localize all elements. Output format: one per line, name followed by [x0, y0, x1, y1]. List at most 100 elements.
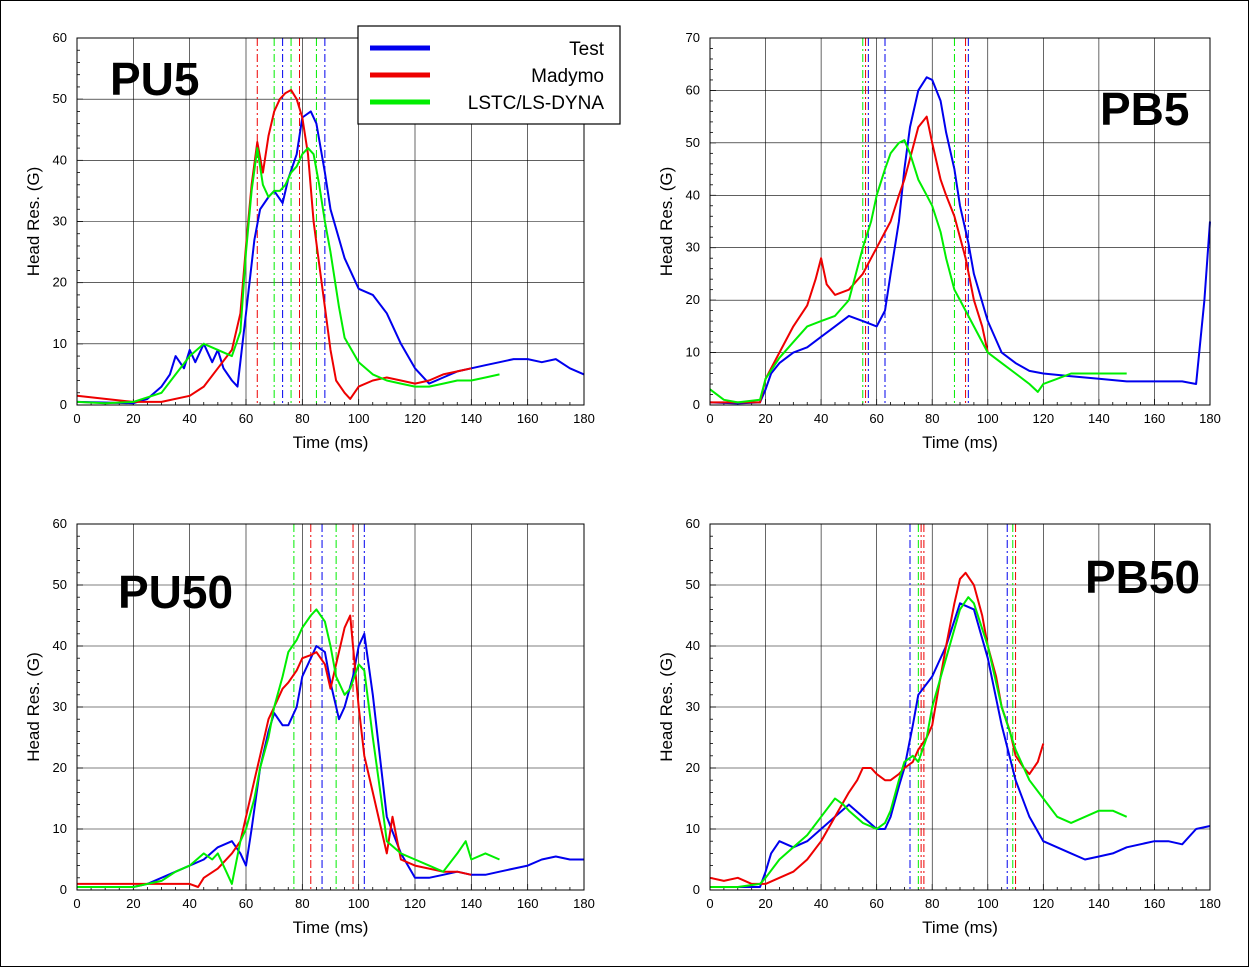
y-tick-label: 0	[60, 397, 67, 412]
x-tick-label: 180	[573, 896, 595, 911]
panel-title: PB5	[1100, 83, 1189, 135]
legend: Test Madymo LSTC/LS-DYNA	[357, 25, 621, 125]
y-tick-label: 20	[53, 275, 67, 290]
y-tick-label: 30	[53, 214, 67, 229]
legend-label: Madymo	[531, 66, 604, 87]
y-axis-label: Head Res. (G)	[657, 167, 676, 277]
series-line-madymo	[77, 614, 472, 888]
series-line-madymo	[710, 115, 989, 404]
x-tick-label: 20	[126, 896, 140, 911]
y-tick-label: 10	[53, 336, 67, 351]
series-line-lstc-ls-dyna	[709, 139, 1127, 404]
y-tick-label: 50	[53, 577, 67, 592]
x-tick-label: 160	[1144, 411, 1166, 426]
x-tick-label: 60	[869, 411, 883, 426]
y-tick-label: 30	[686, 240, 700, 255]
x-tick-label: 0	[706, 896, 713, 911]
x-tick-label: 40	[182, 896, 196, 911]
y-tick-label: 60	[686, 516, 700, 531]
x-tick-label: 140	[460, 411, 482, 426]
x-tick-label: 160	[1144, 896, 1166, 911]
y-tick-label: 0	[60, 882, 67, 897]
y-tick-label: 10	[686, 821, 700, 836]
series-line-test	[709, 76, 1211, 405]
y-axis-label: Head Res. (G)	[657, 652, 676, 762]
series-line-test	[76, 110, 585, 405]
y-tick-label: 40	[53, 152, 67, 167]
x-tick-label: 100	[348, 411, 370, 426]
panel-title: PU50	[118, 566, 233, 618]
x-tick-label: 80	[295, 896, 309, 911]
y-tick-label: 60	[686, 82, 700, 97]
x-tick-label: 140	[460, 896, 482, 911]
chart-panel-pb5: 0 20 40 60 80 100 120 140 160 180 0 10 20 30 40 50 60 70 T…	[657, 30, 1221, 452]
x-tick-label: 160	[517, 896, 539, 911]
x-tick-label: 180	[1199, 896, 1221, 911]
y-tick-label: 70	[686, 30, 700, 45]
y-tick-label: 40	[686, 638, 700, 653]
y-tick-label: 60	[53, 30, 67, 45]
x-tick-label: 0	[706, 411, 713, 426]
y-tick-label: 50	[686, 135, 700, 150]
x-axis-label: Time (ms)	[293, 918, 369, 937]
series-line-test	[77, 632, 584, 888]
x-tick-label: 100	[977, 411, 999, 426]
legend-label: Test	[569, 39, 605, 60]
plot-frame	[709, 37, 1211, 406]
plot-frame	[709, 523, 1211, 891]
x-tick-label: 120	[1032, 896, 1054, 911]
x-tick-label: 180	[1199, 411, 1221, 426]
y-tick-label: 20	[686, 760, 700, 775]
y-tick-label: 10	[53, 821, 67, 836]
x-axis-label: Time (ms)	[293, 433, 369, 452]
y-tick-label: 20	[53, 760, 67, 775]
x-tick-label: 160	[517, 411, 539, 426]
y-tick-label: 60	[53, 516, 67, 531]
series-line-lstc-ls-dyna	[76, 147, 500, 405]
series-line-madymo	[76, 89, 472, 403]
x-tick-label: 140	[1088, 411, 1110, 426]
y-tick-label: 30	[686, 699, 700, 714]
plot-area	[710, 38, 1210, 405]
y-axis-label: Head Res. (G)	[24, 652, 43, 762]
x-tick-label: 100	[348, 896, 370, 911]
y-tick-label: 40	[53, 638, 67, 653]
y-tick-label: 20	[686, 292, 700, 307]
x-axis-label: Time (ms)	[922, 433, 998, 452]
y-tick-label: 50	[686, 577, 700, 592]
y-tick-label: 50	[53, 91, 67, 106]
x-tick-label: 180	[573, 411, 595, 426]
y-tick-label: 0	[693, 397, 700, 412]
y-tick-label: 0	[693, 882, 700, 897]
x-tick-label: 80	[925, 411, 939, 426]
x-tick-label: 80	[295, 411, 309, 426]
plot-frame	[76, 523, 585, 891]
x-tick-label: 40	[814, 896, 828, 911]
panel-title: PU5	[110, 53, 199, 105]
x-tick-label: 40	[814, 411, 828, 426]
x-tick-label: 120	[404, 896, 426, 911]
y-tick-label: 10	[686, 345, 700, 360]
x-tick-label: 20	[126, 411, 140, 426]
x-tick-label: 20	[758, 896, 772, 911]
x-tick-label: 120	[404, 411, 426, 426]
x-tick-label: 20	[758, 411, 772, 426]
x-tick-label: 60	[869, 896, 883, 911]
x-tick-label: 60	[239, 896, 253, 911]
chart-panel-pu50: 0 20 40 60 80 100 120 140 160 180 0 10 20 30 40 50 60 Tim…	[24, 516, 595, 937]
y-tick-label: 30	[53, 699, 67, 714]
series-line-test	[710, 602, 1211, 888]
series-line-lstc-ls-dyna	[77, 608, 500, 888]
y-tick-label: 40	[686, 187, 700, 202]
y-axis-label: Head Res. (G)	[24, 167, 43, 277]
x-tick-label: 140	[1088, 896, 1110, 911]
x-tick-label: 120	[1032, 411, 1054, 426]
x-axis-label: Time (ms)	[922, 918, 998, 937]
x-tick-label: 40	[182, 411, 196, 426]
x-tick-label: 60	[239, 411, 253, 426]
x-tick-label: 0	[73, 411, 80, 426]
panel-title: PB50	[1085, 551, 1200, 603]
x-tick-label: 0	[73, 896, 80, 911]
